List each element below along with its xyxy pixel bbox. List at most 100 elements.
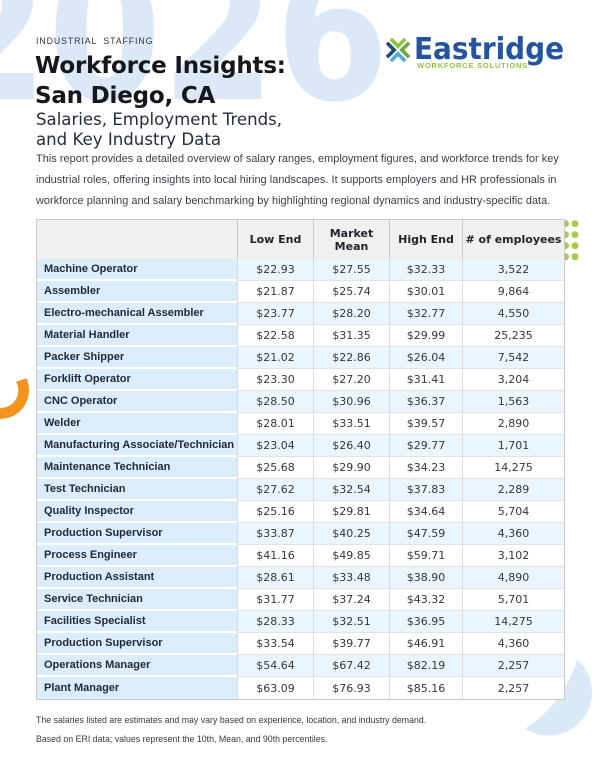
row-employees: 25,235 xyxy=(462,325,564,347)
row-market-mean: $29.81 xyxy=(313,501,389,523)
header-cell-employees: # of employees xyxy=(462,220,564,259)
row-high-end: $47.59 xyxy=(389,523,462,545)
row-role: Service Technician xyxy=(37,589,237,611)
row-role: Material Handler xyxy=(37,325,237,347)
row-market-mean: $76.93 xyxy=(313,677,389,699)
table-row: Material Handler $22.58 $31.35 $29.99 25,235 xyxy=(37,325,564,347)
row-role: Packer Shipper xyxy=(37,347,237,369)
logo-tagline: WORKFORCE SOLUTIONS xyxy=(417,61,529,70)
row-market-mean: $27.20 xyxy=(313,369,389,391)
table-row: Plant Manager $63.09 $76.93 $85.16 2,257 xyxy=(37,677,564,699)
row-high-end: $32.33 xyxy=(389,259,462,281)
table-row: Quality Inspector $25.16 $29.81 $34.64 5,704 xyxy=(37,501,564,523)
row-high-end: $43.32 xyxy=(389,589,462,611)
row-role: Operations Manager xyxy=(37,655,237,677)
footnote-line2: Based on ERI data; values represent the … xyxy=(36,733,328,744)
page-title: Workforce Insights: San Diego, CA xyxy=(35,52,286,111)
intro-paragraph: This report provides a detailed overview… xyxy=(36,149,581,212)
eastridge-logo: Eastridge WORKFORCE SOLUTIONS xyxy=(386,32,571,78)
row-market-mean: $39.77 xyxy=(313,633,389,655)
row-low-end: $28.33 xyxy=(237,611,313,633)
row-market-mean: $40.25 xyxy=(313,523,389,545)
row-employees: 2,890 xyxy=(462,413,564,435)
table-row: Forklift Operator $23.30 $27.20 $31.41 3,204 xyxy=(37,369,564,391)
row-low-end: $54.64 xyxy=(237,655,313,677)
row-employees: 1,701 xyxy=(462,435,564,457)
row-high-end: $36.95 xyxy=(389,611,462,633)
x-chevrons-icon xyxy=(386,38,410,62)
row-market-mean: $33.51 xyxy=(313,413,389,435)
row-market-mean: $30.96 xyxy=(313,391,389,413)
row-employees: 14,275 xyxy=(462,457,564,479)
row-low-end: $25.16 xyxy=(237,501,313,523)
row-low-end: $28.61 xyxy=(237,567,313,589)
row-low-end: $33.54 xyxy=(237,633,313,655)
row-high-end: $39.57 xyxy=(389,413,462,435)
table-row: Production Assistant $28.61 $33.48 $38.90 4,… xyxy=(37,567,564,589)
intro-line3: workforce planning and salary benchmarki… xyxy=(36,195,551,207)
row-role: Process Engineer xyxy=(37,545,237,567)
row-role: Electro-mechanical Assembler xyxy=(37,303,237,325)
row-employees: 3,102 xyxy=(462,545,564,567)
table-row: Assembler $21.87 $25.74 $30.01 9,864 xyxy=(37,281,564,303)
row-market-mean: $25.74 xyxy=(313,281,389,303)
row-low-end: $25.68 xyxy=(237,457,313,479)
row-market-mean: $28.20 xyxy=(313,303,389,325)
row-market-mean: $67.42 xyxy=(313,655,389,677)
header-cell-low-end: Low End xyxy=(237,220,313,259)
table-row: Packer Shipper $21.02 $22.86 $26.04 7,542 xyxy=(37,347,564,369)
row-market-mean: $22.86 xyxy=(313,347,389,369)
row-market-mean: $29.90 xyxy=(313,457,389,479)
page-title-line2: San Diego, CA xyxy=(35,82,216,109)
row-low-end: $41.16 xyxy=(237,545,313,567)
row-low-end: $28.50 xyxy=(237,391,313,413)
row-market-mean: $49.85 xyxy=(313,545,389,567)
row-market-mean: $27.55 xyxy=(313,259,389,281)
row-employees: 3,522 xyxy=(462,259,564,281)
row-high-end: $32.77 xyxy=(389,303,462,325)
logo-wordmark: Eastridge xyxy=(414,32,565,67)
row-low-end: $21.87 xyxy=(237,281,313,303)
row-role: Production Assistant xyxy=(37,567,237,589)
row-market-mean: $32.54 xyxy=(313,479,389,501)
row-high-end: $34.64 xyxy=(389,501,462,523)
table-row: Operations Manager $54.64 $67.42 $82.19 2,25… xyxy=(37,655,564,677)
table-header-row: Low End Market Mean High End # of employ… xyxy=(37,220,564,259)
row-market-mean: $32.51 xyxy=(313,611,389,633)
page-subtitle-line1: Salaries, Employment Trends, xyxy=(36,110,283,129)
row-high-end: $26.04 xyxy=(389,347,462,369)
row-employees: 2,289 xyxy=(462,479,564,501)
row-employees: 3,204 xyxy=(462,369,564,391)
table-row: Manufacturing Associate/Technician $23.04… xyxy=(37,435,564,457)
row-role: Machine Operator xyxy=(37,259,237,281)
row-high-end: $29.77 xyxy=(389,435,462,457)
row-high-end: $34.23 xyxy=(389,457,462,479)
row-high-end: $46.91 xyxy=(389,633,462,655)
row-high-end: $31.41 xyxy=(389,369,462,391)
footnotes: The salaries listed are estimates and ma… xyxy=(36,711,426,748)
row-employees: 9,864 xyxy=(462,281,564,303)
row-role: Welder xyxy=(37,413,237,435)
row-high-end: $29.99 xyxy=(389,325,462,347)
row-employees: 4,360 xyxy=(462,523,564,545)
row-low-end: $23.04 xyxy=(237,435,313,457)
row-low-end: $22.58 xyxy=(237,325,313,347)
row-low-end: $21.02 xyxy=(237,347,313,369)
row-role: Assembler xyxy=(37,281,237,303)
row-role: CNC Operator xyxy=(37,391,237,413)
header-cell-role xyxy=(37,220,237,259)
row-employees: 4,890 xyxy=(462,567,564,589)
row-low-end: $22.93 xyxy=(237,259,313,281)
row-low-end: $31.77 xyxy=(237,589,313,611)
table-row: Service Technician $31.77 $37.24 $43.32 5,70… xyxy=(37,589,564,611)
row-role: Production Supervisor xyxy=(37,523,237,545)
salary-table: Low End Market Mean High End # of employ… xyxy=(36,219,565,700)
row-role: Maintenance Technician xyxy=(37,457,237,479)
eyebrow-label: INDUSTRIAL STAFFING xyxy=(36,36,154,46)
table-row: Production Supervisor $33.87 $40.25 $47.59 4… xyxy=(37,523,564,545)
row-role: Production Supervisor xyxy=(37,633,237,655)
row-role: Facilities Specialist xyxy=(37,611,237,633)
row-low-end: $23.77 xyxy=(237,303,313,325)
row-high-end: $36.37 xyxy=(389,391,462,413)
